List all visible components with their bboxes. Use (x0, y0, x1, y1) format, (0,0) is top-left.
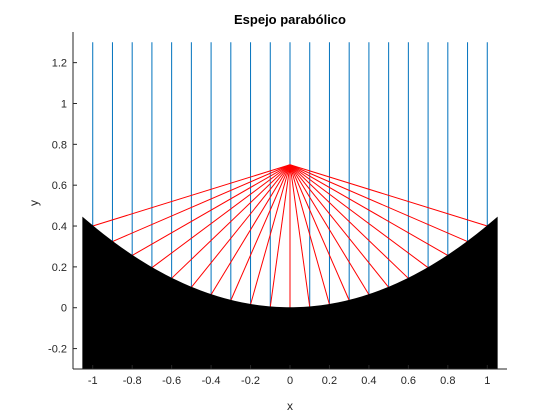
x-tick-label: -0.4 (202, 375, 221, 387)
reflected-ray-15 (289, 164, 390, 288)
x-tick-label: -0.8 (123, 375, 142, 387)
reflected-ray-14 (289, 164, 370, 295)
y-tick-label: -0.2 (48, 344, 67, 356)
reflected-ray-12 (289, 164, 330, 305)
x-tick-label: -0.6 (162, 375, 181, 387)
x-tick-label: -0.2 (241, 375, 260, 387)
x-tick-label: 0.6 (401, 375, 416, 387)
x-tick-label: 0 (287, 375, 293, 387)
x-tick-label: 0.4 (361, 375, 376, 387)
plot-area: -1 -0.8 -0.6 -0.4 -0.2 0 0.2 0.4 0.6 0.8 1 -0.2 0 0.2… (48, 32, 507, 387)
reflected-ray-20 (289, 164, 488, 227)
reflected-ray-6 (210, 164, 291, 295)
reflected-ray-18 (289, 164, 449, 256)
y-tick-label: 0.2 (52, 262, 67, 274)
reflected-ray-5 (190, 164, 291, 288)
reflected-ray-0 (92, 164, 291, 227)
x-tick-label: 0.8 (440, 375, 455, 387)
x-tick-label: 1 (484, 375, 490, 387)
y-tick-label: 1.2 (52, 58, 67, 70)
y-tick-label: 0.4 (52, 221, 67, 233)
y-tick-label: 0 (61, 303, 67, 315)
reflected-ray-7 (230, 164, 291, 301)
reflected-ray-2 (131, 164, 291, 256)
reflected-ray-19 (289, 164, 468, 243)
y-tick-label: 0.8 (52, 139, 67, 151)
x-axis-label: x (287, 399, 293, 413)
reflected-ray-8 (250, 164, 291, 305)
reflected-ray-1 (112, 164, 291, 243)
reflected-ray-17 (289, 164, 429, 269)
reflected-ray-9 (269, 164, 291, 307)
reflected-ray-3 (151, 164, 291, 269)
reflected-ray-13 (289, 164, 350, 301)
chart-title: Espejo parabólico (234, 12, 346, 27)
x-tick-label: -1 (88, 375, 98, 387)
reflected-ray-11 (289, 164, 311, 307)
y-tick-label: 1 (61, 98, 67, 110)
reflected-ray-4 (171, 164, 291, 279)
mirror-shape (82, 216, 498, 370)
y-tick-label: 0.6 (52, 180, 67, 192)
y-axis-label: y (27, 200, 41, 206)
reflected-ray-16 (289, 164, 409, 279)
x-tick-label: 0.2 (322, 375, 337, 387)
